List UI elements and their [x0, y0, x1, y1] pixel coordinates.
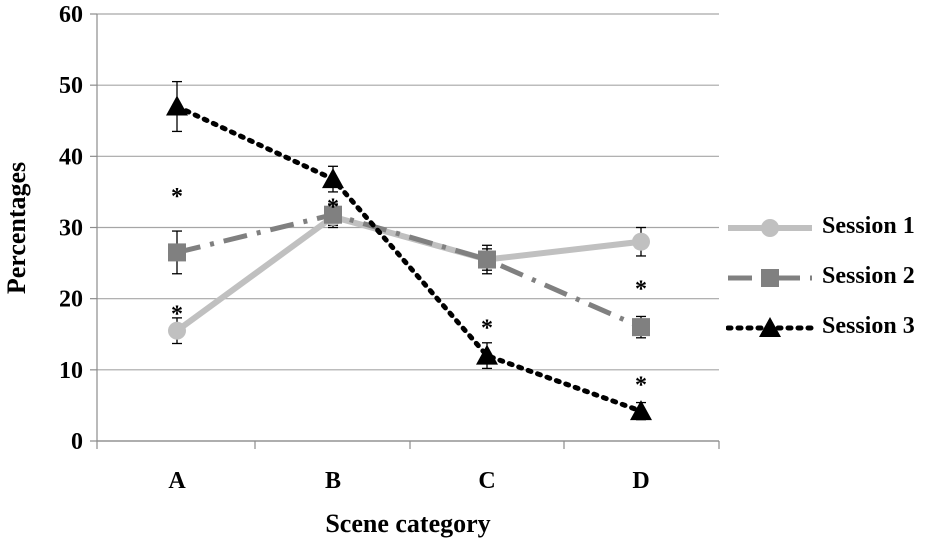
x-tick-label: C: [478, 468, 495, 494]
data-point: [478, 250, 496, 269]
data-point: [166, 95, 188, 116]
series-line: [174, 104, 644, 414]
y-tick-label: 40: [59, 144, 83, 170]
legend-label: Session 2: [822, 263, 915, 289]
significance-annotation: *: [481, 316, 493, 342]
legend-label: Session 1: [822, 213, 915, 239]
legend-swatch: [726, 317, 815, 337]
series-line: [176, 212, 643, 330]
significance-annotation: *: [171, 301, 183, 327]
y-tick-label: 30: [59, 216, 83, 242]
x-tick-label: B: [325, 468, 341, 494]
significance-annotation: *: [635, 276, 647, 302]
y-axis-label: Percentages: [2, 162, 31, 294]
legend-item: Session 2: [726, 258, 948, 308]
x-axis-label: Scene category: [325, 509, 490, 538]
significance-annotation: *: [327, 195, 339, 221]
y-tick-label: 0: [71, 429, 83, 455]
data-point: [632, 232, 650, 251]
significance-annotation: *: [171, 184, 183, 210]
data-point: [168, 243, 186, 262]
legend-item: Session 3: [726, 308, 948, 358]
data-point: [761, 269, 779, 287]
data-point: [759, 317, 781, 337]
data-point: [324, 205, 342, 224]
data-point: [632, 318, 650, 337]
y-tick-label: 20: [59, 287, 83, 313]
data-point: [168, 321, 186, 340]
legend-swatch: [728, 219, 812, 237]
legend-label: Session 3: [822, 313, 915, 339]
y-tick-label: 60: [59, 2, 83, 28]
legend-item: Session 1: [726, 208, 948, 258]
significance-annotation: *: [635, 373, 647, 399]
legend-swatch: [728, 269, 812, 287]
data-point: [630, 400, 652, 421]
data-point: [476, 344, 498, 365]
y-tick-label: 50: [59, 73, 83, 99]
chart-legend: Session 1 Session 2 Session 3: [726, 208, 948, 358]
data-point: [761, 219, 779, 237]
x-tick-label: A: [168, 468, 186, 494]
x-tick-label: D: [632, 468, 649, 494]
data-point: [322, 168, 344, 189]
y-tick-label: 10: [59, 358, 83, 384]
